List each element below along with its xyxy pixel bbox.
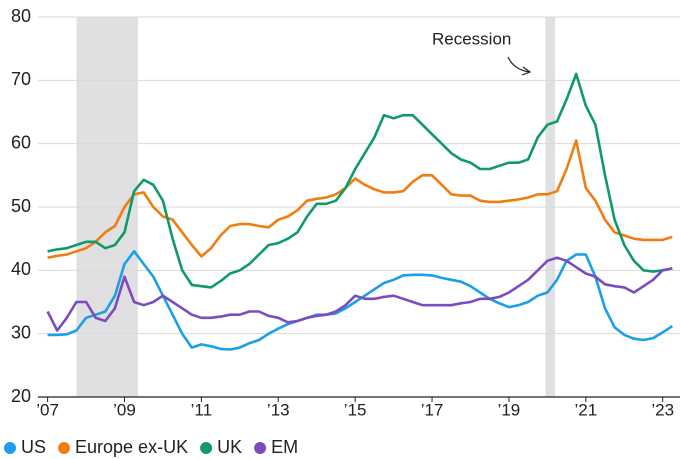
legend-label: UK: [217, 437, 242, 457]
x-tick-label: ’17: [421, 400, 444, 419]
y-tick-label: 60: [11, 132, 31, 152]
annotation: Recession: [432, 29, 511, 48]
x-tick-label: ’23: [651, 400, 674, 419]
series-line: [46, 256, 673, 332]
lines: [46, 72, 674, 351]
y-tick-label: 80: [11, 6, 31, 26]
x-tick-label: ’11: [191, 400, 212, 419]
x-tick-label: ’21: [574, 400, 597, 419]
x-tick-label: ’09: [113, 400, 136, 419]
legend-marker: [254, 442, 267, 454]
legend-label: US: [21, 437, 46, 457]
series-line: [47, 250, 674, 351]
x-tick-label: ’15: [344, 400, 367, 419]
legend-marker: [58, 442, 71, 454]
y-tick-label: 50: [11, 196, 31, 216]
series-line: [47, 139, 673, 259]
annotation-arrowhead: [521, 66, 532, 76]
annotation-arrow: [507, 56, 531, 73]
grid: [38, 16, 680, 335]
legend: US Europe ex-UK UK EM: [4, 437, 298, 457]
x-tick-label: ’13: [267, 400, 290, 419]
x-tick-label: ’07: [36, 400, 59, 419]
legend-marker: [200, 442, 213, 454]
series-line: [47, 72, 673, 289]
y-tick-label: 20: [11, 386, 31, 406]
x-tick-label: ’19: [498, 400, 521, 419]
y-tick-label: 70: [11, 69, 31, 89]
legend-label: Europe ex-UK: [75, 437, 188, 457]
y-tick-label: 30: [11, 322, 31, 342]
y-tick-label: 40: [11, 259, 31, 279]
legend-marker: [4, 442, 16, 454]
legend-label: EM: [271, 437, 298, 457]
axes: 20 30 40 50 60 70 80 ’07 ’09 ’11 ’13 ’15 ’17 ’19 ’21 ’2…: [11, 6, 680, 419]
